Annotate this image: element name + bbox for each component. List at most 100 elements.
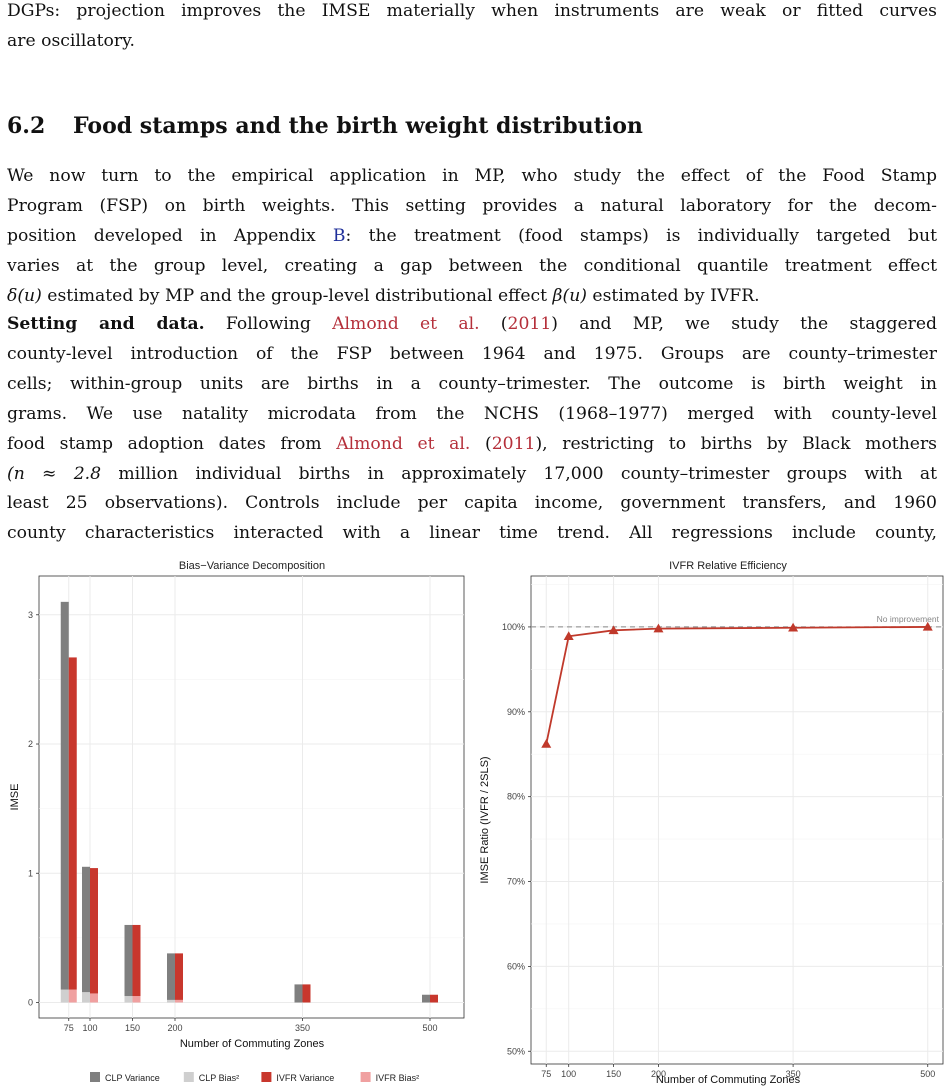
bar-ivfr-variance xyxy=(68,657,77,990)
text-span: ) and MP, we study the staggered xyxy=(551,314,938,334)
y-ticks: 0 1 2 3 xyxy=(28,610,39,1007)
x-tick-label: 200 xyxy=(167,1023,182,1033)
x-axis-label: Number of Commuting Zones xyxy=(180,1038,325,1050)
chart-title: Bias−Variance Decomposition xyxy=(179,560,325,572)
paragraph-setting: Setting and data. Following Almond et al… xyxy=(7,310,937,549)
legend-label: IVFR Variance xyxy=(276,1073,334,1083)
x-ticks: 75 100 150 200 350 500 xyxy=(541,1064,935,1079)
legend-swatch xyxy=(183,1072,194,1082)
x-ticks: 75 100 150 200 350 500 xyxy=(64,1018,438,1033)
y-tick-label: 80% xyxy=(507,792,525,802)
y-tick-label: 70% xyxy=(507,877,525,887)
grid xyxy=(531,576,943,1064)
bar-clp-variance xyxy=(82,866,90,993)
bar-ivfr-bias- xyxy=(68,989,77,1003)
legend-swatch xyxy=(90,1072,100,1082)
text-line: Program (FSP) on birth weights. This set… xyxy=(7,195,937,216)
bar-ivfr-variance xyxy=(132,924,141,997)
x-tick-label: 200 xyxy=(651,1069,666,1079)
bar-clp-bias- xyxy=(60,989,69,1003)
bar-clp-variance xyxy=(294,984,303,1003)
chart-title: IVFR Relative Efficiency xyxy=(669,560,787,572)
bar-clp-bias- xyxy=(167,999,175,1003)
y-tick-label: 2 xyxy=(28,739,33,749)
bar-ivfr-bias- xyxy=(132,996,141,1003)
bar-ivfr-variance xyxy=(175,953,183,1000)
citation-link[interactable]: Almond et al. xyxy=(336,433,471,454)
triangle-point xyxy=(563,631,574,641)
triangle-point xyxy=(788,622,799,632)
plot-panel xyxy=(38,575,465,1019)
legend: CLP Variance CLP Bias² IVFR Variance IVFR B… xyxy=(90,1072,419,1083)
citation-year-link[interactable]: 2011 xyxy=(491,433,536,454)
text-line: Setting and data. Following Almond et al… xyxy=(7,310,937,340)
section-heading: 6.2 Food stamps and the birth weight dist… xyxy=(7,113,643,139)
text-span: ( xyxy=(479,314,508,334)
text-line: varies at the group level, creating a ga… xyxy=(7,255,937,276)
x-tick-label: 150 xyxy=(606,1069,621,1079)
x-tick-label: 150 xyxy=(125,1023,140,1033)
bars xyxy=(60,601,438,1003)
text-span: : the treatment (food stamps) is individ… xyxy=(345,225,937,246)
bar-ivfr-variance xyxy=(90,868,98,994)
y-tick-label: 0 xyxy=(28,997,33,1007)
text-line: DGPs: projection improves the IMSE mater… xyxy=(7,1,937,21)
text-line: county-level introduction of the FSP bet… xyxy=(7,343,937,364)
triangle-point xyxy=(653,623,664,633)
y-axis-label: IMSE Ratio (IVFR / 2SLS) xyxy=(479,756,491,883)
bar-clp-bias- xyxy=(124,996,133,1003)
text-line: cells; within-group units are births in … xyxy=(7,373,937,394)
y-ticks: 50% 60% 70% 80% 90% 100% xyxy=(502,622,531,1056)
x-tick-label: 350 xyxy=(295,1023,310,1033)
bias-variance-chart: Bias−Variance Decomposition 0 1 2 3 75 100 15… xyxy=(9,560,465,1083)
text-span: million individual births in approximate… xyxy=(101,463,937,484)
legend-swatch xyxy=(360,1072,371,1082)
bar-ivfr-variance xyxy=(302,984,311,1003)
y-tick-label: 50% xyxy=(507,1046,525,1056)
y-tick-label: 100% xyxy=(502,622,525,632)
bar-clp-variance xyxy=(167,953,175,1000)
x-tick-label: 100 xyxy=(82,1023,97,1033)
text-line: δ(u) estimated by MP and the group-level… xyxy=(7,282,937,312)
legend-label: IVFR Bias² xyxy=(376,1073,420,1083)
reference-label: No improvement xyxy=(877,614,940,624)
bar-ivfr-variance xyxy=(430,994,438,1003)
y-tick-label: 90% xyxy=(507,707,525,717)
text-span: estimated by MP and the group-level dist… xyxy=(41,285,553,306)
text-span: estimated by IVFR. xyxy=(586,285,760,306)
x-tick-label: 75 xyxy=(541,1069,551,1079)
text-line: county characteristics interacted with a… xyxy=(7,523,937,544)
bar-clp-bias- xyxy=(82,992,90,1003)
text-span: ), restricting to births by Black mother… xyxy=(535,433,937,454)
y-axis-label: IMSE xyxy=(9,784,21,811)
triangle-point xyxy=(922,621,933,631)
x-tick-label: 100 xyxy=(561,1069,576,1079)
text-span: food stamp adoption dates from xyxy=(7,433,337,454)
x-axis-label: Number of Commuting Zones xyxy=(656,1074,801,1086)
text-span: Following xyxy=(204,314,333,334)
appendix-link[interactable]: B xyxy=(332,225,346,246)
triangle-point xyxy=(541,739,552,748)
series-line xyxy=(541,621,933,748)
citation-link[interactable]: Almond et al. xyxy=(332,314,480,334)
text-line: are oscillatory. xyxy=(7,30,135,51)
legend-label: CLP Variance xyxy=(105,1073,160,1083)
bar-clp-variance xyxy=(422,994,430,1003)
section-number: 6.2 xyxy=(7,113,46,139)
legend-label: CLP Bias² xyxy=(199,1073,239,1083)
y-tick-label: 60% xyxy=(507,961,525,971)
y-tick-label: 3 xyxy=(28,610,33,620)
run-in-heading: Setting and data. xyxy=(7,314,205,334)
text-line: We now turn to the empirical application… xyxy=(7,166,937,186)
text-span: position developed in Appendix xyxy=(7,225,333,246)
x-tick-label: 350 xyxy=(786,1069,801,1079)
citation-year-link[interactable]: 2011 xyxy=(507,314,552,334)
text-line: position developed in Appendix B: the tr… xyxy=(7,222,937,252)
text-line: (n ≈ 2.8 million individual births in ap… xyxy=(7,460,937,490)
y-tick-label: 1 xyxy=(28,868,33,878)
section-title: Food stamps and the birth weight distrib… xyxy=(73,113,643,139)
legend-swatch xyxy=(261,1072,272,1082)
efficiency-line xyxy=(545,626,928,745)
bar-ivfr-bias- xyxy=(175,999,183,1003)
x-tick-label: 75 xyxy=(64,1023,74,1033)
